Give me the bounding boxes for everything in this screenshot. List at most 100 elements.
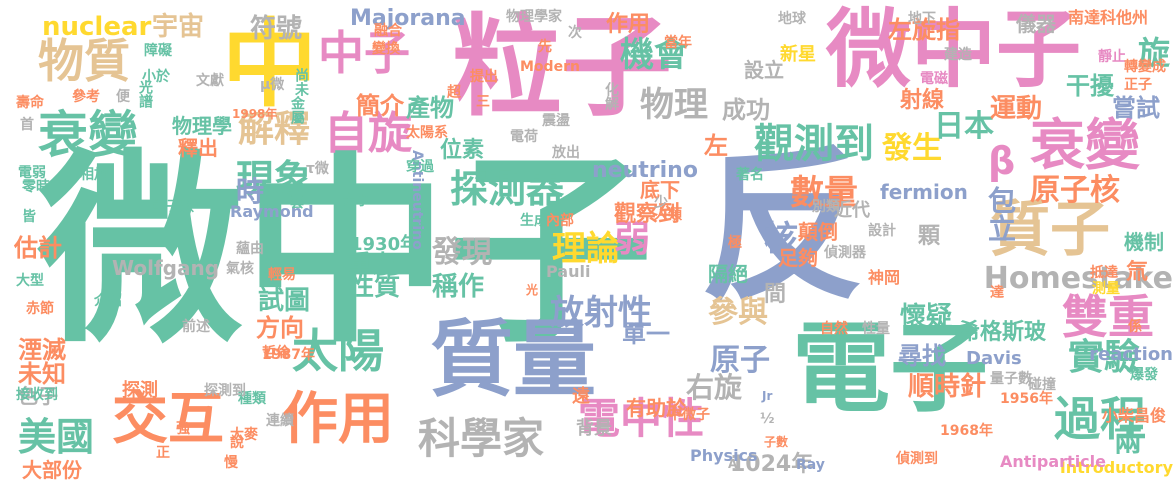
word-cloud-term: 釋出 [178,136,218,160]
word-cloud-term: 輕易 [268,267,296,283]
word-cloud-term: 子數 [764,435,789,449]
word-cloud-term: 顛倒 [798,220,838,244]
word-cloud-term: 產物 [406,94,454,122]
word-cloud-term: 極 [728,235,742,251]
word-cloud-term: 自旋 [324,108,412,159]
word-cloud-term: 近代 [834,200,870,221]
word-cloud-term: 發生 [882,131,942,166]
word-cloud-term: 設計 [868,223,896,239]
word-cloud-term: 新星 [780,44,816,65]
word-cloud-term: 過程 [1054,392,1146,446]
word-cloud-term: 三 [476,94,490,110]
word-cloud-term: 先 [538,39,552,55]
word-cloud-term: 氚 [1126,260,1149,285]
word-cloud-term: 小於 [142,69,170,85]
word-cloud-term: 兩 [1114,425,1143,458]
word-cloud-term: 內部 [546,213,574,229]
word-cloud-term: Homestake [983,261,1173,296]
word-cloud-term: 背景 [576,418,612,439]
word-cloud-term: 色子 [18,384,58,408]
word-cloud-term: 1956年 [1000,391,1053,407]
word-cloud-term: Antiparticle [1000,452,1106,471]
word-cloud-term: 解釋 [238,109,311,150]
word-cloud-term: 建造 [944,47,972,63]
word-cloud-term: 未知 [18,360,66,388]
word-cloud-term: 質子 [990,195,1110,265]
word-cloud-term: 時 [236,175,265,208]
word-cloud-term: 中 [222,10,318,120]
word-cloud-term: 方向 [256,314,304,342]
word-cloud-term: 數量 [790,173,858,213]
word-cloud-term: 現象 [236,157,313,201]
word-cloud-term: 試圖 [258,286,311,316]
word-cloud-term: 地下 [908,11,936,27]
word-cloud-term: 自然 [820,321,848,337]
word-cloud-term: 射線 [900,88,945,113]
word-cloud-term: 質量 [430,311,596,408]
word-cloud-term: 原子核 [1030,173,1120,208]
word-cloud-term: 正子 [1124,77,1152,93]
word-cloud-term: 設立 [744,58,784,82]
word-cloud-term: 左 [704,132,728,160]
word-cloud-term: 簡介 [356,92,404,120]
word-cloud-term: 作用 [606,12,651,37]
word-cloud-term: 科學家 [418,414,545,463]
word-cloud-term: 1998年 [232,107,278,121]
word-cloud-term: 別類 [812,199,840,215]
word-cloud-term: 儀器 [1016,12,1056,36]
word-cloud-term: 作用 [282,387,394,452]
word-cloud-term: 實驗 [1068,337,1141,378]
word-cloud-term: 弱 [614,219,651,260]
word-cloud-term: 物理學 [172,114,232,138]
word-cloud-term: 金屬 [289,96,305,124]
word-cloud-term: 哲倫 [262,345,290,361]
word-cloud-term: τ微 [306,161,329,177]
word-cloud-term: Majorana [350,6,466,31]
word-cloud-term: 宇宙 [152,12,205,42]
word-cloud-term: 探測器 [450,167,565,211]
word-cloud-term: 著名 [736,167,764,183]
word-cloud-term: 赤節 [26,301,54,317]
word-cloud-term: 大部份 [22,458,82,482]
word-cloud-term: 1987年 [262,347,315,363]
word-cloud-term: 估計 [14,234,62,262]
word-cloud-term: 隔絕 [708,262,748,286]
word-cloud-term: 種類 [238,391,266,407]
word-cloud-term: 運動 [990,94,1043,124]
word-cloud-term: 正 [156,445,170,461]
word-cloud-term: 小柴昌俊 [1102,406,1167,425]
word-cloud-term: 地球 [778,11,806,27]
word-cloud-term: 碰撞 [1028,377,1056,393]
word-cloud-term: 旋 [1133,36,1171,68]
word-cloud-term: 嘗試 [1112,94,1160,122]
word-cloud-term: 皆 [22,209,36,225]
word-cloud-term: 首 [20,117,34,133]
word-cloud-term: 慢 [224,455,238,471]
word-cloud-term: 太陽 [292,324,384,378]
word-cloud-term: 有助於 [626,396,686,420]
word-cloud-term: 重力 [348,250,396,278]
word-cloud-term: 1024年 [730,452,814,477]
word-cloud-term: 氣核 [226,261,254,277]
word-cloud-term: 探測 [122,380,158,401]
word-cloud-term: 大型 [16,273,44,289]
word-cloud-term: 電弱 [18,165,46,181]
word-cloud-term: 重子數 [152,199,194,215]
word-cloud-term: 文獻 [196,73,224,89]
word-cloud-term: 中子 [318,26,410,80]
word-cloud-term: 係 [1128,319,1142,335]
word-cloud-term: 機制 [1124,230,1164,254]
word-cloud-term: 少 [654,195,668,211]
word-cloud-term: 尋找 [898,342,946,370]
word-cloud-term: Antineutrino [409,150,425,250]
word-cloud-term: 美國 [18,415,95,459]
word-cloud-term: 放射性 [550,293,652,333]
word-cloud-term: 衰變 [1030,113,1141,177]
word-cloud-term: A [728,457,738,471]
word-cloud-term: 抵達 [1090,265,1118,281]
word-cloud-term: Physics [690,446,758,465]
word-cloud-term: 原子 [710,343,770,378]
word-cloud-term: 大小 [342,193,370,209]
word-cloud-term: 性質 [348,272,401,302]
word-cloud-term: 核 [764,219,798,259]
